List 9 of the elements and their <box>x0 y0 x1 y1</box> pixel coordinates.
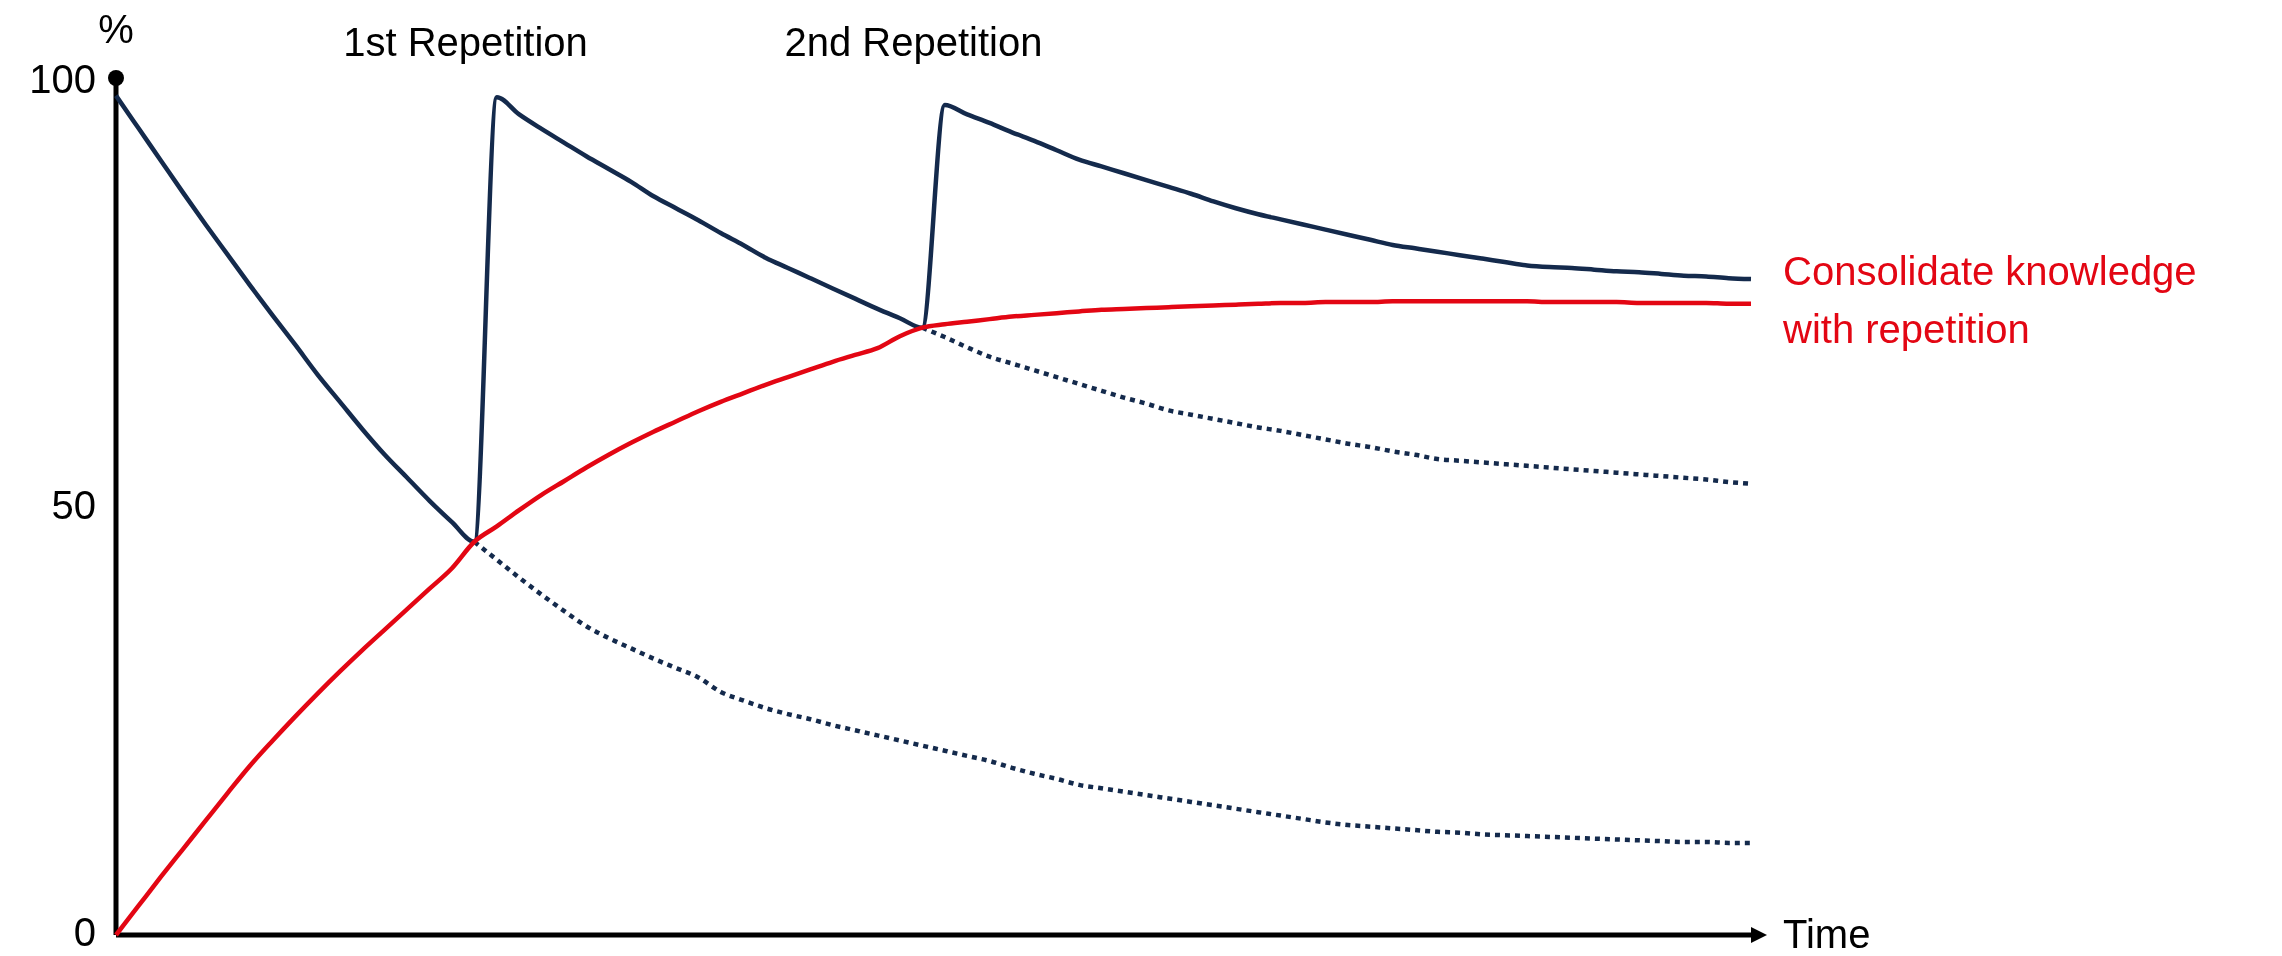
y-axis-title: % <box>98 6 134 51</box>
x-axis-title: Time <box>1783 911 1871 956</box>
text: 2nd Repetition <box>784 19 1043 64</box>
line-series <box>113 93 1754 545</box>
y-tick-label: 50 <box>51 483 96 528</box>
series-label: Consolidate knowledge with repetition <box>1782 249 2197 352</box>
y-tick-label: 0 <box>73 909 96 954</box>
y-tick-label: 100 <box>29 56 96 101</box>
text: 1st Repetition <box>343 19 588 64</box>
